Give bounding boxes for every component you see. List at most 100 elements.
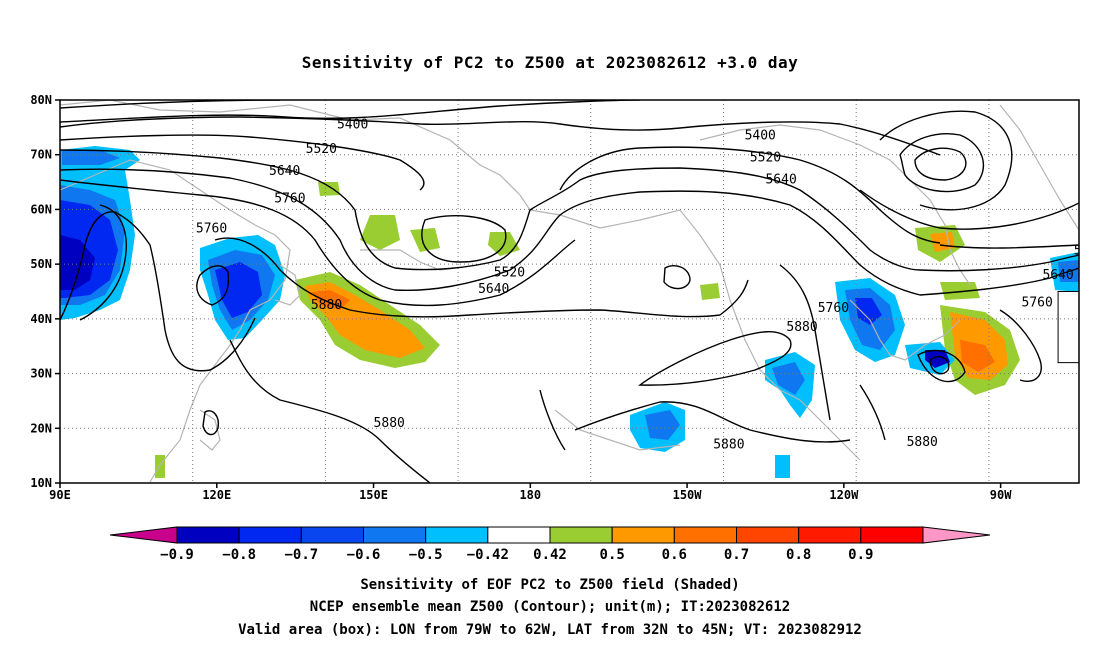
colorbar-label: 0.6 — [662, 547, 687, 563]
shade-negative — [62, 150, 120, 165]
contour-label: 5520 — [1074, 243, 1100, 258]
contour-line — [60, 116, 941, 156]
contour-label: 5760 — [818, 301, 849, 316]
contour-line — [574, 401, 851, 443]
contour-line — [60, 134, 425, 191]
colorbar-swatch — [798, 526, 862, 544]
shade-negative — [60, 235, 95, 290]
colorbar-swatch — [736, 526, 800, 544]
caption-line-1: Sensitivity of EOF PC2 to Z500 field (Sh… — [360, 577, 739, 593]
map-frame — [59, 99, 1080, 484]
contour-label: 5640 — [1042, 268, 1073, 283]
colorbar-label: −0.8 — [222, 547, 256, 563]
contour-line — [196, 265, 230, 306]
contour-line — [939, 244, 1079, 249]
lat-tick-label: 40N — [30, 312, 52, 326]
lon-tick-label: 150W — [673, 488, 703, 502]
contour-line — [899, 133, 985, 193]
colorbar-label: −0.7 — [284, 547, 318, 563]
coastlines — [60, 100, 1079, 483]
colorbar: −0.9 −0.8 −0.7 −0.6 −0.5 −0.42 0.42 0.5 0.6 0.7 0.… — [109, 526, 991, 563]
contour-line — [999, 309, 1042, 382]
contour-line — [919, 267, 1079, 296]
contour-label: 5880 — [311, 298, 342, 313]
contour-label: 5400 — [745, 129, 776, 144]
map-title: Sensitivity of PC2 to Z500 at 2023082612… — [302, 53, 799, 72]
colorbar-swatch — [176, 526, 240, 544]
shade-positive — [155, 455, 165, 478]
contour-label: 5760 — [274, 191, 305, 206]
caption-line-3: Valid area (box): LON from 79W to 62W, L… — [238, 622, 862, 638]
colorbar-swatch — [860, 526, 924, 544]
lat-tick-label: 30N — [30, 367, 52, 381]
shade-positive — [360, 215, 400, 250]
shade-positive — [312, 290, 350, 310]
colorbar-label: 0.42 — [533, 547, 567, 563]
shade-positive — [700, 283, 720, 300]
contour-line — [539, 389, 566, 451]
colorbar-swatch — [611, 526, 675, 544]
shade-negative — [215, 262, 262, 318]
contour-label: 5880 — [907, 435, 938, 450]
contour-label: 5880 — [713, 438, 744, 453]
valid-area-box — [1057, 291, 1079, 364]
contour-label: 5880 — [374, 416, 405, 431]
contour-line — [229, 339, 431, 483]
shade-negative — [775, 455, 790, 478]
lat-tick-label: 70N — [30, 148, 52, 162]
contour-line — [60, 168, 921, 296]
lon-tick-label: 180 — [519, 488, 541, 502]
shade-negative — [645, 410, 680, 440]
lat-tick-label: 60N — [30, 202, 52, 216]
map-area: 5400540055205520564056405760576055205640… — [60, 100, 1100, 483]
contour-line — [60, 149, 921, 271]
colorbar-label: −0.9 — [160, 547, 194, 563]
contour-line — [79, 204, 127, 321]
contour-line — [919, 254, 1079, 272]
lon-tick-label: 120W — [829, 488, 859, 502]
contour-line — [214, 237, 749, 318]
colorbar-swatch — [673, 526, 737, 544]
shading-layer — [60, 146, 1079, 478]
lat-tick-label: 80N — [30, 93, 52, 107]
colorbar-label: 0.8 — [786, 547, 811, 563]
contour-label: 5760 — [1022, 295, 1053, 310]
lat-tick-label: 10N — [30, 476, 52, 490]
contour-line — [779, 264, 831, 421]
colorbar-swatch — [549, 526, 613, 544]
contour-line — [60, 211, 256, 372]
lon-tick-label: 150E — [359, 488, 388, 502]
shade-positive — [960, 340, 995, 372]
lat-tick-label: 20N — [30, 421, 52, 435]
contour-line — [637, 331, 792, 386]
colorbar-label: −0.5 — [409, 547, 443, 563]
contour-label: 5520 — [494, 265, 525, 280]
contour-label: 5640 — [478, 282, 509, 297]
shade-positive — [930, 232, 955, 252]
colorbar-swatch — [363, 526, 427, 544]
colorbar-label: 0.5 — [600, 547, 625, 563]
lon-tick-label: 120E — [202, 488, 231, 502]
colorbar-swatch — [300, 526, 365, 544]
contour-label: 5640 — [269, 164, 300, 179]
contour-line — [60, 179, 576, 307]
colorbar-swatch — [487, 526, 551, 544]
contour-label: 5520 — [306, 142, 337, 157]
contour-line — [917, 349, 966, 383]
lon-tick-label: 90E — [49, 488, 71, 502]
colorbar-max-arrow — [922, 526, 991, 544]
contour-line — [663, 264, 691, 290]
shade-positive — [410, 228, 440, 252]
contour-label: 5880 — [786, 320, 817, 335]
caption-line-2: NCEP ensemble mean Z500 (Contour); unit(… — [310, 599, 790, 615]
contour-line — [929, 356, 950, 375]
contours — [60, 100, 1079, 483]
contour-labels: 5400540055205520564056405760576055205640… — [196, 118, 1100, 453]
colorbar-min-arrow — [109, 526, 178, 544]
contour-line — [879, 110, 1013, 211]
colorbar-label: 0.7 — [724, 547, 749, 563]
contour-label: 5400 — [337, 118, 368, 133]
contour-label: 5520 — [750, 150, 781, 165]
